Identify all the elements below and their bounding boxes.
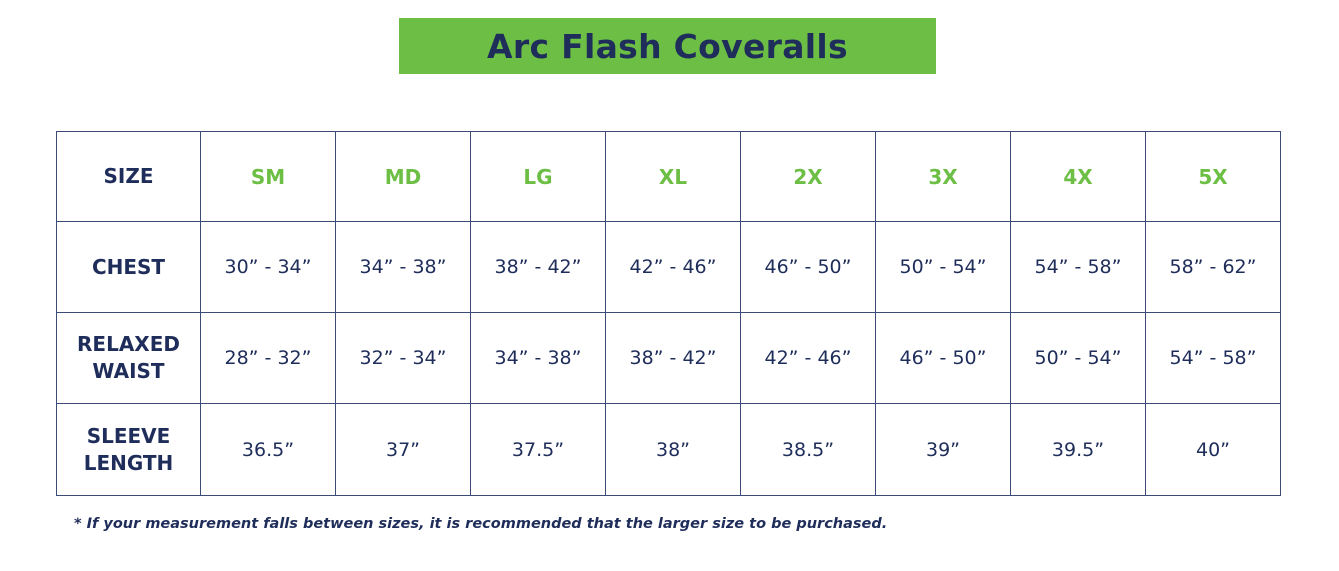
measurement-cell: 58” - 62” <box>1145 221 1281 313</box>
measurement-cell: 39.5” <box>1010 403 1146 496</box>
size-chart-table: SIZE SM MD LG XL 2X 3X 4X 5X CHEST 30” - 34” 34” - … <box>56 131 1281 496</box>
size-header-cell: XL <box>605 131 741 222</box>
measurement-cell: 28” - 32” <box>200 312 336 404</box>
size-header-cell: LG <box>470 131 606 222</box>
row-label-line: WAIST <box>92 359 165 383</box>
page-title: Arc Flash Coveralls <box>399 18 936 74</box>
size-header-cell: SM <box>200 131 336 222</box>
measurement-cell: 54” - 58” <box>1145 312 1281 404</box>
row-label-line: CHEST <box>91 254 166 279</box>
measurement-cell: 30” - 34” <box>200 221 336 313</box>
measurement-cell: 40” <box>1145 403 1281 496</box>
measurement-cell: 38” <box>605 403 741 496</box>
table-row: RELAXED WAIST 28” - 32” 32” - 34” 34” - 38” 3… <box>56 312 1281 404</box>
table-row: CHEST 30” - 34” 34” - 38” 38” - 42” 42” - 46… <box>56 221 1281 313</box>
measurement-cell: 50” - 54” <box>1010 312 1146 404</box>
size-header-cell: 5X <box>1145 131 1281 222</box>
header-label: SIZE <box>56 131 201 222</box>
measurement-cell: 37.5” <box>470 403 606 496</box>
measurement-cell: 42” - 46” <box>740 312 876 404</box>
measurement-cell: 36.5” <box>200 403 336 496</box>
size-header-cell: 3X <box>875 131 1011 222</box>
size-header-cell: 4X <box>1010 131 1146 222</box>
row-label-line: LENGTH <box>83 450 174 475</box>
measurement-cell: 34” - 38” <box>335 221 471 313</box>
measurement-cell: 46” - 50” <box>875 312 1011 404</box>
measurement-cell: 46” - 50” <box>740 221 876 313</box>
row-label: CHEST <box>56 221 201 313</box>
row-label-line: SLEEVE <box>86 423 171 448</box>
header-row: SIZE SM MD LG XL 2X 3X 4X 5X <box>56 131 1281 222</box>
measurement-cell: 42” - 46” <box>605 221 741 313</box>
size-header-cell: MD <box>335 131 471 222</box>
measurement-cell: 38” - 42” <box>470 221 606 313</box>
footnote: * If your measurement falls between size… <box>74 516 888 532</box>
measurement-cell: 54” - 58” <box>1010 221 1146 313</box>
measurement-cell: 50” - 54” <box>875 221 1011 313</box>
table-row: SLEEVE LENGTH 36.5” 37” 37.5” 38” 38.5” 39” 39.5… <box>56 403 1281 496</box>
row-label-line: RELAXED <box>77 332 180 356</box>
size-header-cell: 2X <box>740 131 876 222</box>
measurement-cell: 39” <box>875 403 1011 496</box>
row-label: SLEEVE LENGTH <box>56 403 201 496</box>
measurement-cell: 32” - 34” <box>335 312 471 404</box>
row-label: RELAXED WAIST <box>56 312 201 404</box>
measurement-cell: 38” - 42” <box>605 312 741 404</box>
measurement-cell: 38.5” <box>740 403 876 496</box>
measurement-cell: 34” - 38” <box>470 312 606 404</box>
measurement-cell: 37” <box>335 403 471 496</box>
